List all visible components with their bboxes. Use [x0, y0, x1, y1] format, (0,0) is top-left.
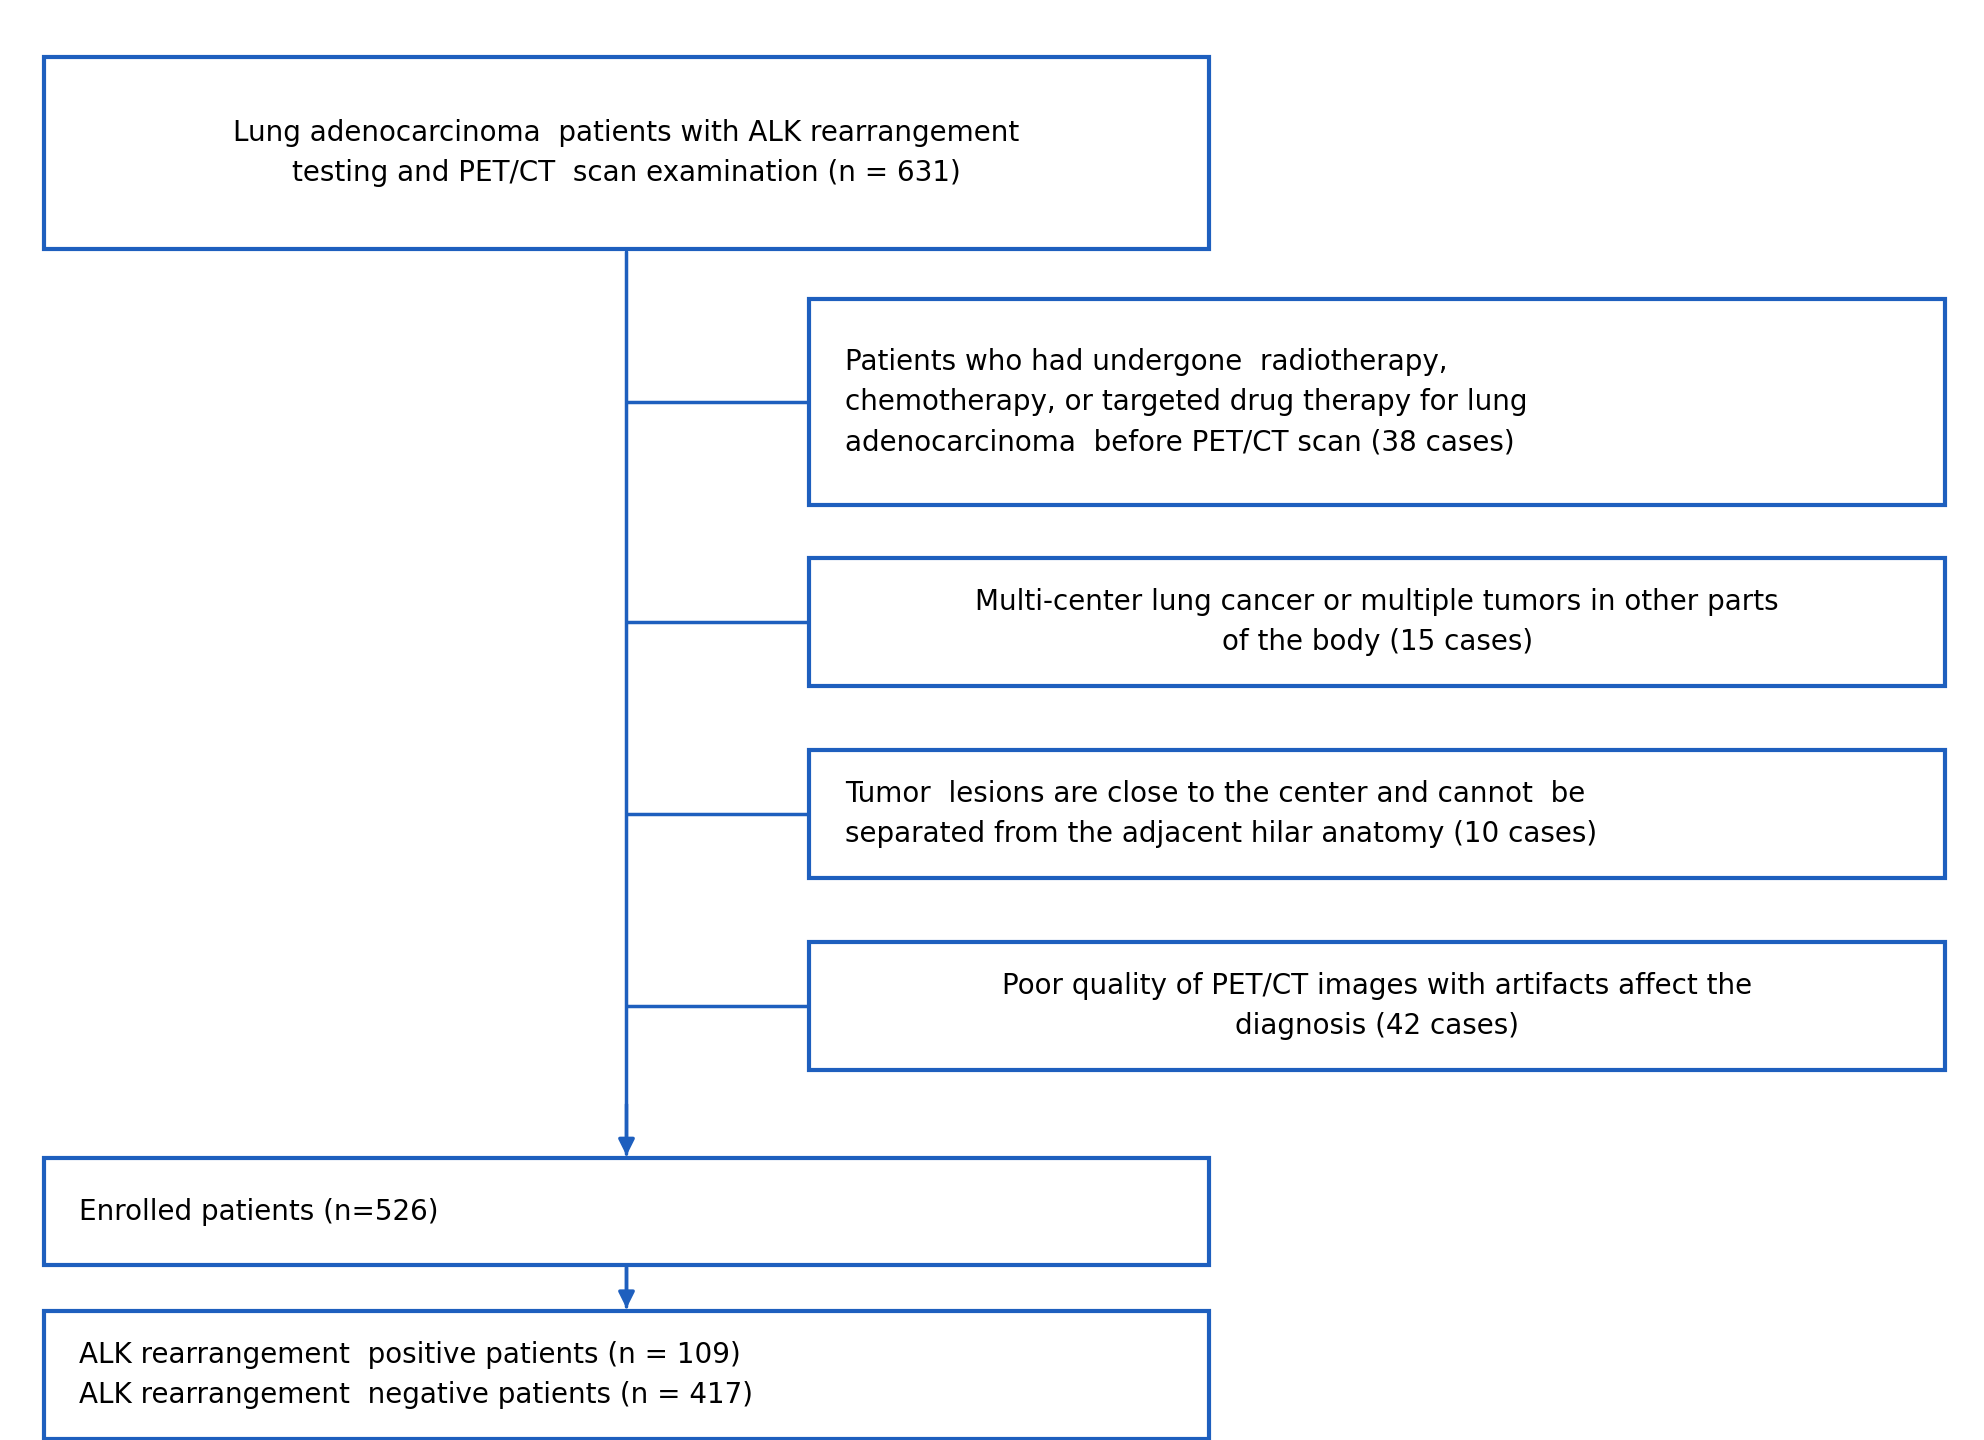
- Text: Enrolled patients (n=526): Enrolled patients (n=526): [79, 1198, 438, 1225]
- Text: Lung adenocarcinoma  patients with ALK rearrangement
testing and PET/CT  scan ex: Lung adenocarcinoma patients with ALK re…: [234, 120, 1020, 187]
- Bar: [44, 58, 1210, 249]
- Bar: [809, 942, 1944, 1070]
- Bar: [44, 1158, 1210, 1264]
- Text: Multi-center lung cancer or multiple tumors in other parts
of the body (15 cases: Multi-center lung cancer or multiple tum…: [976, 588, 1780, 657]
- Bar: [809, 559, 1944, 685]
- Bar: [44, 1310, 1210, 1439]
- Text: Patients who had undergone  radiotherapy,
chemotherapy, or targeted drug therapy: Patients who had undergone radiotherapy,…: [845, 348, 1528, 456]
- Bar: [809, 300, 1944, 505]
- Text: Poor quality of PET/CT images with artifacts affect the
diagnosis (42 cases): Poor quality of PET/CT images with artif…: [1002, 972, 1752, 1040]
- Bar: [809, 750, 1944, 878]
- Text: Tumor  lesions are close to the center and cannot  be
separated from the adjacen: Tumor lesions are close to the center an…: [845, 780, 1597, 848]
- Text: ALK rearrangement  positive patients (n = 109)
ALK rearrangement  negative patie: ALK rearrangement positive patients (n =…: [79, 1341, 754, 1410]
